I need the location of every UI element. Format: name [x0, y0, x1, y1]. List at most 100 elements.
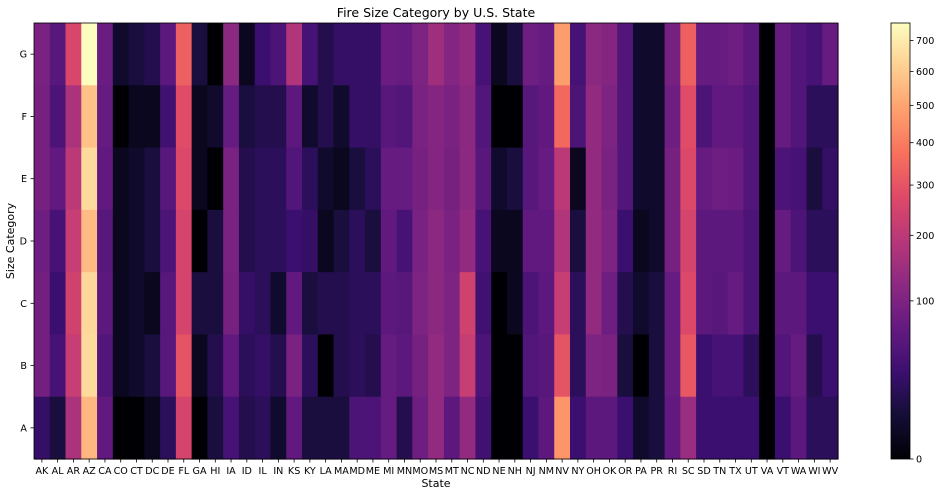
heatmap-cell-C-NH [506, 272, 524, 336]
heatmap-cell-C-MN [396, 272, 413, 336]
heatmap-cell-A-NJ [522, 396, 540, 460]
x-tick-label-AZ: AZ [83, 466, 97, 477]
heatmap-cell-E-DE [160, 147, 177, 211]
heatmap-cell-C-NJ [522, 272, 540, 336]
heatmap-cell-E-WI [806, 147, 823, 211]
heatmap-cell-C-PA [633, 272, 650, 336]
heatmap-cell-D-NC [459, 209, 477, 273]
heatmap-cell-F-CO [112, 85, 130, 149]
x-tick-label-HI: HI [210, 466, 220, 477]
x-tick-label-ID: ID [242, 466, 252, 477]
heatmap-cell-B-IN [270, 334, 287, 398]
heatmap-cell-B-UT [743, 334, 760, 398]
colorbar [890, 22, 911, 460]
heatmap-cell-D-WV [822, 209, 839, 273]
heatmap-cell-F-KS [286, 85, 303, 149]
heatmap-cell-D-NV [554, 209, 571, 273]
heatmap-cell-F-OH [585, 85, 603, 149]
heatmap-cell-G-IA [223, 23, 240, 86]
heatmap-cell-A-PA [633, 396, 650, 460]
heatmap-cell-A-IL [254, 396, 272, 460]
chart-title: Fire Size Category by U.S. State [337, 5, 536, 20]
heatmap-cell-B-HI [207, 334, 224, 398]
heatmap-cell-D-ME [365, 209, 382, 273]
heatmap-cells [34, 23, 839, 460]
heatmap-cell-D-DC [144, 209, 161, 273]
heatmap-cell-D-NM [538, 209, 555, 273]
heatmap-cell-G-NE [491, 23, 508, 86]
x-tick-label-NV: NV [555, 466, 569, 477]
heatmap-cell-A-CT [128, 396, 145, 460]
heatmap-cell-B-WI [806, 334, 823, 398]
heatmap-cell-A-TX [727, 396, 745, 460]
heatmap-cell-B-CO [112, 334, 130, 398]
heatmap-cell-C-PR [648, 272, 666, 336]
y-tick-label-A: A [20, 423, 27, 434]
heatmap-cell-G-ME [365, 23, 382, 86]
heatmap-cell-F-ND [475, 85, 492, 149]
heatmap-cell-D-WI [806, 209, 823, 273]
heatmap-cell-C-IL [254, 272, 272, 336]
heatmap-cell-F-HI [207, 85, 224, 149]
heatmap-cell-G-VT [774, 23, 792, 86]
heatmap-cell-G-KS [286, 23, 303, 86]
heatmap-cell-F-UT [743, 85, 760, 149]
heatmap-cell-B-TX [727, 334, 745, 398]
heatmap-cell-F-VT [774, 85, 792, 149]
heatmap-cell-E-MI [380, 147, 398, 211]
heatmap-cell-B-MA [333, 334, 350, 398]
heatmap-cell-F-PA [633, 85, 650, 149]
heatmap-cell-A-SC [680, 396, 697, 460]
y-tick-label-G: G [20, 50, 27, 61]
heatmap-cell-G-CT [128, 23, 145, 86]
heatmap-cell-E-DC [144, 147, 161, 211]
heatmap-cell-B-LA [317, 334, 335, 398]
heatmap-cell-D-IA [223, 209, 240, 273]
x-tick-label-MA: MA [334, 466, 349, 477]
heatmap-cell-D-MI [380, 209, 398, 273]
heatmap-cell-B-NV [554, 334, 571, 398]
heatmap-cell-B-PA [633, 334, 650, 398]
x-tick-label-VT: VT [777, 466, 790, 477]
x-tick-label-SC: SC [682, 466, 695, 477]
heatmap-cell-A-OR [617, 396, 634, 460]
heatmap-cell-C-DE [160, 272, 177, 336]
heatmap-cell-E-CA [97, 147, 114, 211]
heatmap-cell-D-NJ [522, 209, 540, 273]
y-tick-label-D: D [20, 237, 27, 248]
heatmap-cell-C-SC [680, 272, 697, 336]
heatmap-cell-C-TN [711, 272, 729, 336]
y-axis-label: Size Category [4, 202, 17, 279]
x-tick-label-OR: OR [618, 466, 633, 477]
heatmap-cell-E-IL [254, 147, 272, 211]
heatmap-cell-A-MA [333, 396, 350, 460]
heatmap-cell-D-MO [412, 209, 429, 273]
heatmap-cell-A-UT [743, 396, 760, 460]
heatmap-cell-E-CO [112, 147, 130, 211]
heatmap-cell-F-AZ [81, 85, 98, 149]
heatmap-cell-G-MN [396, 23, 413, 86]
heatmap-cell-G-TN [711, 23, 729, 86]
heatmap-cell-C-VA [759, 272, 776, 336]
heatmap-cell-F-MD [349, 85, 366, 149]
x-tick-label-AR: AR [67, 466, 81, 477]
heatmap-cell-B-KY [302, 334, 319, 398]
heatmap-cell-E-KY [302, 147, 319, 211]
heatmap-cell-A-PR [648, 396, 666, 460]
heatmap-cell-F-SD [696, 85, 713, 149]
heatmap-cell-G-ID [238, 23, 256, 86]
heatmap-cell-B-NC [459, 334, 477, 398]
heatmap-cell-D-VT [774, 209, 792, 273]
heatmap-cell-A-KY [302, 396, 319, 460]
heatmap-cell-A-AR [65, 396, 82, 460]
heatmap-cell-C-NC [459, 272, 477, 336]
heatmap-cell-E-NJ [522, 147, 540, 211]
x-tick-label-MN: MN [397, 466, 412, 477]
heatmap-cell-G-KY [302, 23, 319, 86]
x-tick-label-KY: KY [304, 466, 316, 477]
heatmap-cell-D-FL [175, 209, 193, 273]
x-tick-label-AL: AL [52, 466, 65, 477]
colorbar-tick-label-200: 200 [916, 231, 934, 242]
heatmap-cell-B-CT [128, 334, 145, 398]
heatmap-cell-D-MS [428, 209, 445, 273]
